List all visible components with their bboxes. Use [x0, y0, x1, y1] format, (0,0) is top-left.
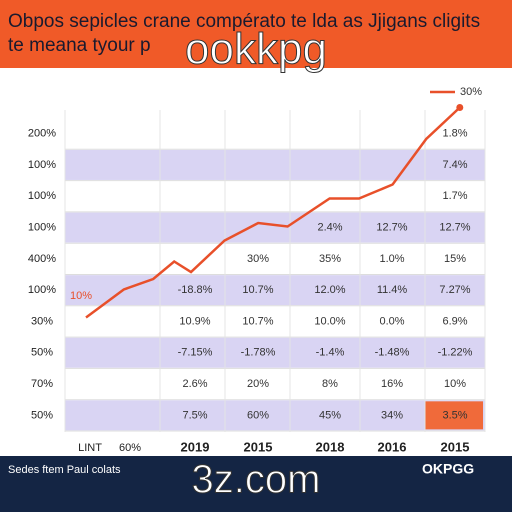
series-annotation: 10%: [70, 290, 92, 302]
table-cell: 20%: [247, 378, 269, 390]
table-cell: 12.7%: [376, 221, 407, 233]
header-subtitle: te meana tyour p: [8, 35, 151, 56]
table-cell: 2.4%: [317, 221, 342, 233]
table: 200% 1.8% 100% 7.4% 100% 1.7% 100% 2.4% 12.7% 12.…: [28, 110, 486, 454]
plot: [85, 104, 464, 319]
table-cell: 11.4%: [377, 284, 408, 296]
row-shade: [65, 149, 485, 180]
table-cell: 0.0%: [379, 315, 404, 327]
table-cell: 35%: [319, 253, 341, 265]
table-cell: 3.5%: [442, 409, 467, 421]
table-cell: 1.0%: [379, 253, 404, 265]
header-title: Obpos sepicles crane compérato te lda as…: [8, 11, 480, 32]
row-label: 50%: [31, 409, 53, 421]
table-cell: -7.15%: [178, 347, 213, 359]
table-cell: 15%: [444, 253, 466, 265]
table-cell: 10.7%: [242, 315, 273, 327]
end-point: [456, 104, 464, 111]
column-label: 2015: [244, 439, 273, 454]
table-cell: 7.27%: [439, 284, 470, 296]
table-cell: 7.4%: [442, 159, 467, 171]
column-label: 2016: [378, 439, 407, 454]
column-label: 2019: [181, 439, 210, 454]
table-cell: 1.8%: [442, 128, 467, 140]
row-shade: [65, 337, 485, 368]
table-cell: 10.7%: [242, 284, 273, 296]
table-cell: 12.7%: [439, 221, 470, 233]
table-cell: 34%: [381, 409, 403, 421]
table-cell: 10.9%: [179, 315, 210, 327]
watermark: 3z.com: [192, 458, 321, 502]
table-cell: 12.0%: [314, 284, 345, 296]
footer-text: Sedes ftem Paul colats: [8, 464, 121, 476]
row-label: 100%: [28, 159, 56, 171]
table-cell: 2.6%: [182, 378, 207, 390]
footer-logo: OKPGG: [422, 461, 474, 477]
series-line: [85, 106, 461, 319]
row-label: 200%: [28, 128, 56, 140]
table-cell: -1.78%: [241, 347, 276, 359]
table-cell: 10%: [444, 378, 466, 390]
row-label: 400%: [28, 253, 56, 265]
table-cell: -1.22%: [438, 347, 473, 359]
row-shade: [65, 275, 485, 306]
table-cell: -1.48%: [375, 347, 410, 359]
column-label: LINT: [78, 442, 102, 454]
row-label: 100%: [28, 190, 56, 202]
row-label: 70%: [31, 378, 53, 390]
table-cell: 1.7%: [442, 190, 467, 202]
table-cell: 10.0%: [314, 315, 345, 327]
table-cell: 16%: [381, 378, 403, 390]
row-label: 100%: [28, 221, 56, 233]
column-label: 60%: [119, 442, 141, 454]
table-cell: 60%: [247, 409, 269, 421]
legend-label: 30%: [460, 86, 482, 98]
row-label: 30%: [31, 315, 53, 327]
table-cell: 45%: [319, 409, 341, 421]
table-cell: 6.9%: [442, 315, 467, 327]
cell-highlight: [425, 401, 483, 430]
column-label: 2018: [316, 439, 345, 454]
row-label: 50%: [31, 347, 53, 359]
column-label: 2015: [441, 439, 470, 454]
row-shade: [65, 400, 485, 431]
table-cell: -1.4%: [316, 347, 345, 359]
table-cell: 7.5%: [182, 409, 207, 421]
footer-band: [0, 456, 512, 512]
table-cell: 30%: [247, 253, 269, 265]
table-cell: -18.8%: [178, 284, 213, 296]
table-cell: 8%: [322, 378, 338, 390]
row-label: 100%: [28, 284, 56, 296]
row-shade: [65, 212, 485, 243]
header-band: [0, 0, 512, 68]
watermark: ookkpg: [185, 25, 327, 74]
